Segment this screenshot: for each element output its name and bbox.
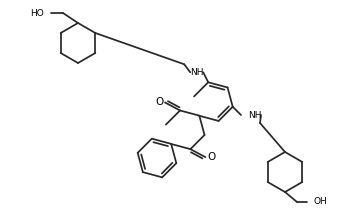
Text: NH: NH <box>191 68 204 77</box>
Text: HO: HO <box>30 8 44 18</box>
Text: NH: NH <box>248 110 261 120</box>
Text: OH: OH <box>314 197 328 207</box>
Text: O: O <box>155 97 163 107</box>
Text: O: O <box>207 152 216 162</box>
